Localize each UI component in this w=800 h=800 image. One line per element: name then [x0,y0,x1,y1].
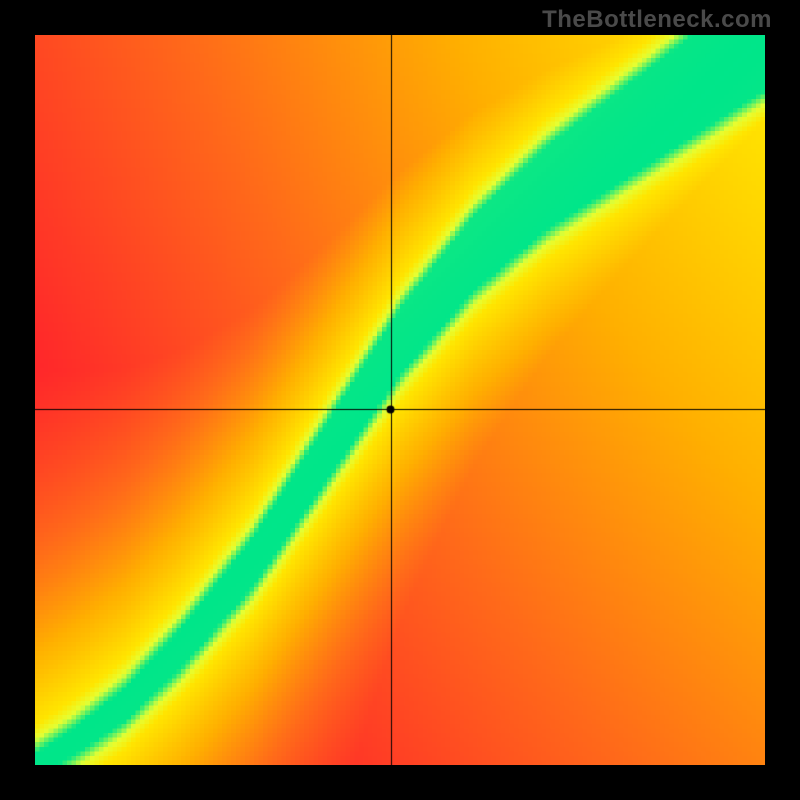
chart-container: TheBottleneck.com [0,0,800,800]
watermark-text: TheBottleneck.com [542,6,772,34]
crosshair-overlay [35,35,765,765]
